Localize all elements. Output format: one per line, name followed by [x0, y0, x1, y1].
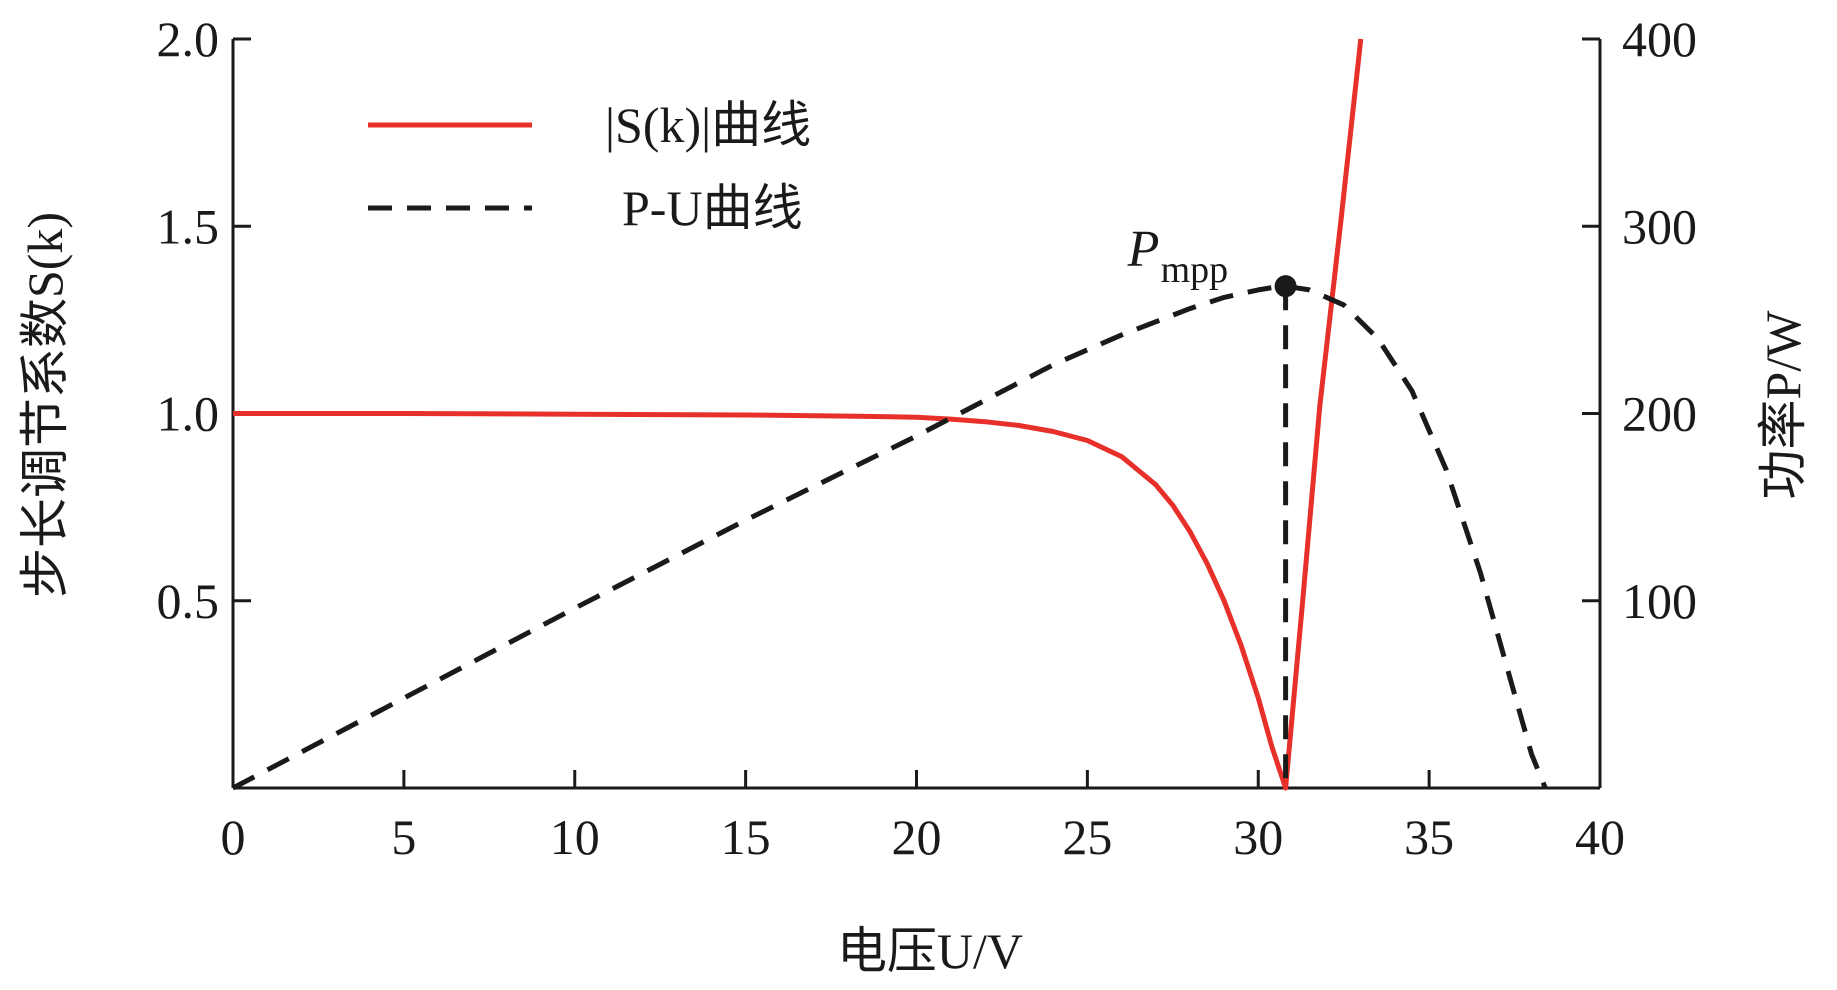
x-axis-ticks: 0 5 10 15 20 25 30 35 40 — [221, 770, 1625, 865]
legend-label-pu-curve: P-U曲线 — [622, 180, 803, 236]
x-tick-label: 25 — [1062, 809, 1112, 865]
y-right-axis-title: 功率P/W — [1755, 310, 1811, 500]
x-tick-label: 10 — [550, 809, 600, 865]
y-right-tick-label: 300 — [1622, 198, 1697, 254]
y-left-axis-ticks: 0.5 1.0 1.5 2.0 — [157, 11, 251, 629]
x-axis-title: 电压U/V — [837, 923, 1023, 979]
x-tick-label: 30 — [1233, 809, 1283, 865]
series-layer — [231, 38, 1548, 791]
y-right-tick-label: 400 — [1622, 11, 1697, 67]
series-line-1 — [231, 283, 1548, 791]
legend: |S(k)|曲线 P-U曲线 — [368, 97, 811, 236]
y-right-tick-label: 100 — [1622, 573, 1697, 629]
x-tick-label: 0 — [221, 809, 246, 865]
x-tick-label: 15 — [721, 809, 771, 865]
x-tick-label: 35 — [1404, 809, 1454, 865]
y-right-tick-label: 200 — [1622, 386, 1697, 442]
y-left-axis-title: 步长调节系数S(k) — [17, 212, 73, 598]
x-tick-label: 20 — [892, 809, 942, 865]
mpp-marker — [1274, 275, 1297, 298]
legend-label-s-curve: |S(k)|曲线 — [605, 97, 811, 153]
y-left-tick-label: 2.0 — [157, 11, 220, 67]
x-tick-label: 40 — [1575, 809, 1625, 865]
y-left-tick-label: 0.5 — [157, 573, 220, 629]
y-right-axis-ticks: 100 200 300 400 — [1582, 11, 1697, 629]
series-line-0 — [233, 38, 1364, 791]
mpp-label: P — [1127, 221, 1160, 278]
mpp-label-subscript: mpp — [1161, 249, 1229, 291]
y-left-tick-label: 1.0 — [157, 386, 220, 442]
y-left-tick-label: 1.5 — [157, 198, 220, 254]
x-tick-label: 5 — [391, 809, 416, 865]
